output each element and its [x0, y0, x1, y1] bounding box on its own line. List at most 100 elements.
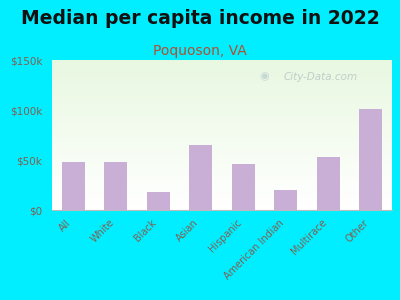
Bar: [52, 105, 392, 106]
Bar: [52, 118, 392, 120]
Bar: [52, 96, 392, 98]
Bar: [52, 204, 392, 206]
Bar: [52, 165, 392, 166]
Bar: [146, 192, 170, 210]
Bar: [52, 150, 392, 152]
Bar: [52, 93, 392, 94]
Text: Median per capita income in 2022: Median per capita income in 2022: [21, 9, 379, 28]
Bar: [52, 208, 392, 210]
Bar: [52, 99, 392, 100]
Bar: [52, 183, 392, 184]
Bar: [52, 178, 392, 180]
Bar: [52, 140, 392, 141]
Bar: [52, 196, 392, 198]
Bar: [52, 207, 392, 208]
Bar: [52, 82, 392, 84]
Bar: [52, 177, 392, 178]
Bar: [52, 92, 392, 93]
Bar: [52, 180, 392, 182]
Bar: [52, 135, 392, 136]
Bar: [52, 167, 392, 168]
Bar: [52, 111, 392, 112]
Bar: [52, 114, 392, 116]
Bar: [52, 148, 392, 150]
Bar: [52, 106, 392, 108]
Bar: [104, 162, 128, 210]
Bar: [52, 102, 392, 104]
Bar: [52, 164, 392, 165]
Bar: [52, 138, 392, 140]
Bar: [52, 78, 392, 80]
Text: ◉: ◉: [259, 71, 269, 82]
Bar: [52, 172, 392, 174]
Bar: [52, 160, 392, 162]
Bar: [359, 109, 382, 210]
Bar: [52, 156, 392, 158]
Bar: [52, 129, 392, 130]
Bar: [52, 74, 392, 75]
Bar: [274, 190, 298, 210]
Bar: [52, 75, 392, 76]
Bar: [52, 100, 392, 102]
Bar: [52, 189, 392, 190]
Bar: [52, 159, 392, 160]
Bar: [52, 94, 392, 96]
Bar: [52, 103, 392, 105]
Bar: [52, 198, 392, 200]
Bar: [52, 169, 392, 171]
Bar: [52, 116, 392, 117]
Bar: [52, 168, 392, 170]
Bar: [52, 124, 392, 126]
Bar: [232, 164, 255, 210]
Bar: [52, 188, 392, 189]
Bar: [52, 122, 392, 123]
Bar: [52, 72, 392, 74]
Bar: [52, 66, 392, 68]
Bar: [52, 132, 392, 134]
Bar: [52, 87, 392, 88]
Bar: [52, 144, 392, 146]
Bar: [52, 134, 392, 135]
Bar: [316, 157, 340, 210]
Bar: [52, 117, 392, 118]
Bar: [52, 128, 392, 129]
Bar: [52, 70, 392, 72]
Text: City-Data.com: City-Data.com: [283, 71, 357, 82]
Bar: [62, 162, 85, 210]
Bar: [52, 171, 392, 172]
Bar: [52, 153, 392, 154]
Bar: [52, 80, 392, 81]
Bar: [52, 147, 392, 148]
Bar: [52, 194, 392, 195]
Bar: [52, 142, 392, 144]
Bar: [52, 88, 392, 90]
Bar: [52, 60, 392, 61]
Bar: [52, 123, 392, 124]
Bar: [52, 152, 392, 153]
Bar: [52, 190, 392, 192]
Bar: [52, 174, 392, 176]
Bar: [52, 201, 392, 202]
Text: Poquoson, VA: Poquoson, VA: [153, 44, 247, 58]
Bar: [52, 195, 392, 196]
Bar: [52, 146, 392, 147]
Bar: [52, 192, 392, 194]
Bar: [52, 110, 392, 111]
Bar: [52, 182, 392, 183]
Bar: [52, 154, 392, 156]
Bar: [52, 126, 392, 128]
Bar: [52, 85, 392, 87]
Bar: [52, 81, 392, 82]
Bar: [52, 130, 392, 132]
Bar: [52, 120, 392, 122]
Bar: [52, 90, 392, 92]
Bar: [52, 68, 392, 69]
Bar: [52, 136, 392, 138]
Bar: [52, 141, 392, 142]
Bar: [52, 186, 392, 188]
Bar: [52, 206, 392, 207]
Bar: [52, 158, 392, 159]
Bar: [52, 200, 392, 201]
Bar: [52, 69, 392, 70]
Bar: [52, 76, 392, 78]
